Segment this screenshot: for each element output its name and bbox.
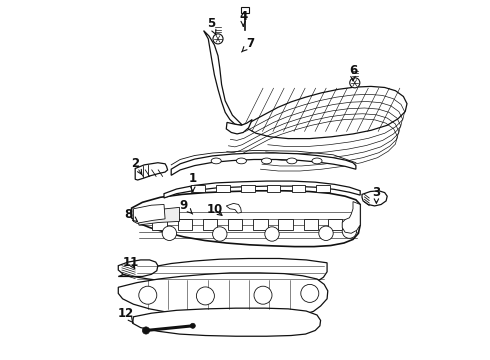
Polygon shape — [118, 258, 327, 287]
Circle shape — [350, 78, 360, 88]
Circle shape — [196, 287, 215, 305]
Bar — [304, 219, 318, 230]
Bar — [191, 185, 205, 192]
Circle shape — [265, 227, 279, 241]
Polygon shape — [204, 31, 407, 139]
Polygon shape — [226, 203, 242, 213]
Polygon shape — [135, 163, 168, 180]
Bar — [152, 219, 167, 230]
Polygon shape — [118, 273, 328, 318]
Polygon shape — [171, 153, 356, 175]
Text: 8: 8 — [124, 208, 138, 221]
Ellipse shape — [287, 158, 297, 164]
Text: 12: 12 — [118, 307, 134, 323]
Text: 6: 6 — [349, 64, 357, 81]
Text: 7: 7 — [242, 37, 254, 52]
Circle shape — [319, 226, 333, 240]
Bar — [292, 185, 305, 192]
Bar — [278, 219, 293, 230]
Circle shape — [342, 224, 357, 238]
Circle shape — [190, 323, 196, 328]
Text: 9: 9 — [180, 199, 193, 214]
Circle shape — [213, 227, 227, 241]
Text: 2: 2 — [131, 157, 142, 174]
Polygon shape — [132, 191, 360, 247]
Polygon shape — [139, 207, 179, 225]
Text: 4: 4 — [239, 10, 247, 26]
Bar — [328, 219, 342, 230]
Circle shape — [162, 226, 176, 240]
Text: 1: 1 — [189, 172, 197, 192]
Bar — [203, 219, 217, 230]
Bar — [216, 185, 230, 192]
Text: 3: 3 — [372, 186, 380, 203]
Polygon shape — [226, 120, 252, 134]
Polygon shape — [164, 181, 360, 198]
Polygon shape — [133, 308, 320, 336]
Polygon shape — [362, 191, 387, 206]
Bar — [242, 7, 248, 13]
Text: 11: 11 — [123, 256, 139, 269]
Ellipse shape — [211, 158, 221, 164]
Ellipse shape — [236, 158, 246, 164]
Bar — [178, 219, 192, 230]
Ellipse shape — [312, 158, 322, 164]
Circle shape — [139, 286, 157, 304]
Circle shape — [301, 284, 319, 302]
Circle shape — [143, 327, 149, 334]
Polygon shape — [133, 204, 165, 223]
Text: 5: 5 — [207, 17, 216, 35]
Circle shape — [213, 34, 223, 44]
Bar — [316, 185, 330, 192]
Ellipse shape — [262, 158, 271, 164]
Bar — [267, 185, 280, 192]
Polygon shape — [118, 260, 158, 276]
Bar — [242, 185, 255, 192]
Bar — [228, 219, 243, 230]
Bar — [253, 219, 268, 230]
Polygon shape — [342, 202, 360, 233]
Text: 10: 10 — [206, 203, 222, 216]
Circle shape — [254, 286, 272, 304]
